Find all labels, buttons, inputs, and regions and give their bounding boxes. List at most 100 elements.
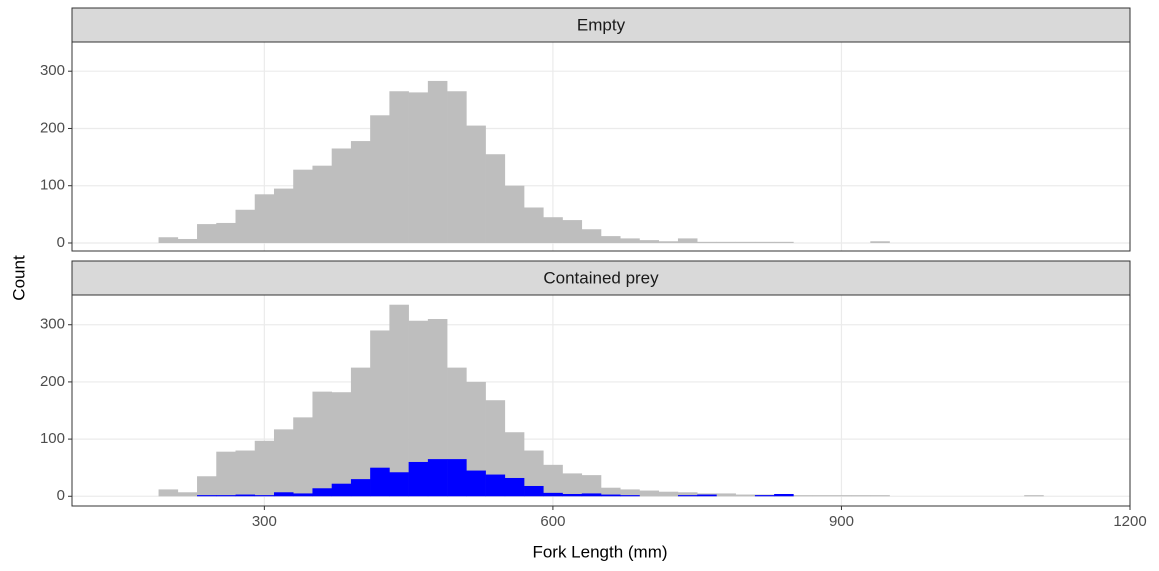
y-axis-label: Count (9, 255, 28, 301)
histogram-bar (524, 485, 544, 497)
histogram-bar (774, 241, 794, 243)
histogram-bar (601, 487, 621, 497)
histogram-bar (812, 495, 833, 497)
histogram-bar (562, 473, 583, 497)
histogram-bar (427, 319, 448, 497)
strip-label: Empty (577, 15, 626, 34)
histogram-bar (447, 91, 467, 243)
histogram-bar (273, 188, 294, 243)
histogram-bar (408, 320, 429, 497)
histogram-bar (793, 495, 813, 497)
histogram-bar (716, 241, 736, 243)
y-tick-label: 0 (57, 487, 65, 504)
x-tick-label: 300 (252, 513, 277, 530)
histogram-bar (177, 492, 198, 497)
histogram-bar (312, 488, 332, 497)
histogram-bar (658, 491, 679, 497)
histogram-bar (639, 490, 660, 497)
histogram-bar (312, 165, 332, 243)
histogram-bar (658, 241, 679, 243)
histogram-bar (677, 238, 698, 243)
histogram-bar (677, 495, 698, 497)
histogram-bar (466, 381, 486, 497)
histogram-bar (851, 495, 871, 497)
histogram-bar (158, 237, 179, 243)
histogram-bar (158, 489, 179, 497)
histogram-bar (293, 417, 313, 497)
panel-border (71, 41, 1131, 252)
histogram-bar (389, 304, 409, 497)
histogram-bar (562, 220, 583, 243)
histogram-bar (331, 148, 352, 243)
histogram-bar (870, 241, 890, 243)
histogram-bar (466, 125, 486, 243)
histogram-bar (331, 483, 352, 497)
histogram-bar (697, 494, 717, 497)
histogram-bar (216, 222, 236, 243)
histogram-bar (197, 476, 217, 497)
histogram-bar (350, 141, 371, 243)
histogram-bar (504, 477, 525, 497)
histogram-bar (697, 241, 717, 243)
histogram-bar (293, 169, 313, 243)
histogram-bar (235, 450, 256, 497)
x-axis-label: Fork Length (mm) (532, 542, 667, 561)
histogram-bar (408, 461, 429, 497)
histogram-bar (620, 495, 640, 497)
y-tick-label: 100 (40, 177, 65, 194)
histogram-bar (870, 495, 890, 497)
histogram-bar (543, 492, 563, 497)
histogram-bar (524, 450, 544, 497)
histogram-bar (427, 459, 448, 497)
histogram-bar (370, 467, 390, 497)
strip (71, 260, 1131, 296)
histogram-bar (293, 493, 313, 497)
y-tick-label: 300 (40, 62, 65, 79)
histogram-bar (408, 92, 429, 243)
histogram-bar (485, 474, 506, 497)
y-tick-label: 0 (57, 234, 65, 251)
histogram-bar (216, 495, 236, 497)
histogram-bar (273, 429, 294, 497)
histogram-bar (197, 224, 217, 243)
histogram-bar (254, 440, 275, 497)
histogram-bar (754, 495, 775, 497)
histogram-bar (427, 80, 448, 243)
histogram-bar (370, 330, 390, 497)
strip-label: Contained prey (543, 268, 659, 287)
histogram-bar (754, 241, 775, 243)
histogram-bar (389, 472, 409, 497)
histogram-bar (389, 91, 409, 243)
histogram-bar (177, 238, 198, 243)
histogram-bar (350, 479, 371, 497)
strip (71, 7, 1131, 43)
histogram-bar (447, 459, 467, 497)
y-tick-label: 100 (40, 430, 65, 447)
histogram-bar (466, 470, 486, 497)
histogram-bar (254, 194, 275, 243)
histogram-bar (581, 493, 602, 497)
histogram-bar (254, 495, 275, 497)
histogram-bar (601, 494, 621, 497)
histogram-bar (620, 489, 640, 497)
histogram-bar (350, 367, 371, 497)
histogram-bar (504, 185, 525, 243)
histogram-bar (601, 236, 621, 243)
histogram-bar (639, 240, 660, 243)
histogram-bar (735, 241, 756, 243)
histogram-bar (216, 451, 236, 497)
histogram-bar (581, 229, 602, 243)
x-tick-label: 900 (829, 513, 854, 530)
x-tick-label: 1200 (1113, 513, 1146, 530)
histogram-bar (735, 494, 756, 497)
histogram-bar (1024, 495, 1044, 497)
y-tick-label: 200 (40, 373, 65, 390)
histogram-bar (831, 495, 852, 497)
histogram-bar (485, 154, 506, 243)
histogram-bar (774, 493, 794, 497)
histogram-bar (485, 400, 506, 497)
panel-border (71, 294, 1131, 507)
histogram-bar (273, 492, 294, 497)
histogram-bar (312, 391, 332, 497)
